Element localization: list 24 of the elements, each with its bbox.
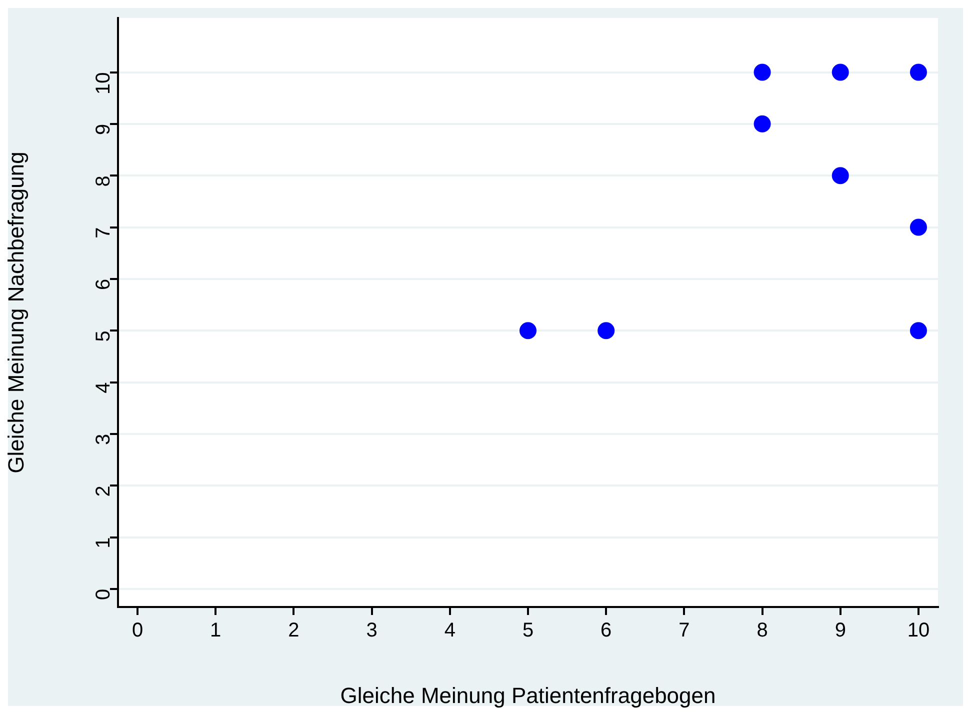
x-tick-label: 4	[444, 620, 456, 642]
y-tick-label: 7	[92, 227, 115, 238]
x-tick-label: 0	[132, 620, 144, 642]
x-tick-label: 7	[678, 620, 690, 642]
y-tick-label: 10	[92, 72, 115, 94]
y-tick-label: 9	[92, 124, 115, 136]
y-tick-label: 6	[92, 278, 115, 290]
x-tick-label: 8	[756, 620, 768, 642]
x-tick-label: 9	[834, 620, 846, 642]
y-tick-label: 3	[92, 434, 115, 446]
y-axis-title: Gleiche Meinung Nachbefragung	[3, 152, 28, 474]
y-tick-label: 5	[92, 330, 115, 342]
x-tick-label: 2	[288, 620, 300, 642]
y-tick-label: 1	[92, 537, 115, 548]
x-tick-label: 6	[600, 620, 612, 642]
y-tick-label: 4	[92, 382, 115, 394]
x-tick-label: 1	[210, 620, 222, 642]
y-tick-label: 8	[92, 176, 115, 187]
x-tick-label: 5	[522, 620, 534, 642]
x-tick-label: 10	[907, 620, 930, 642]
y-tick-label: 2	[92, 486, 115, 497]
x-axis-title: Gleiche Meinung Patientenfragebogen	[340, 682, 716, 708]
y-tick-label: 0	[92, 588, 115, 600]
x-tick-label: 3	[366, 620, 378, 642]
